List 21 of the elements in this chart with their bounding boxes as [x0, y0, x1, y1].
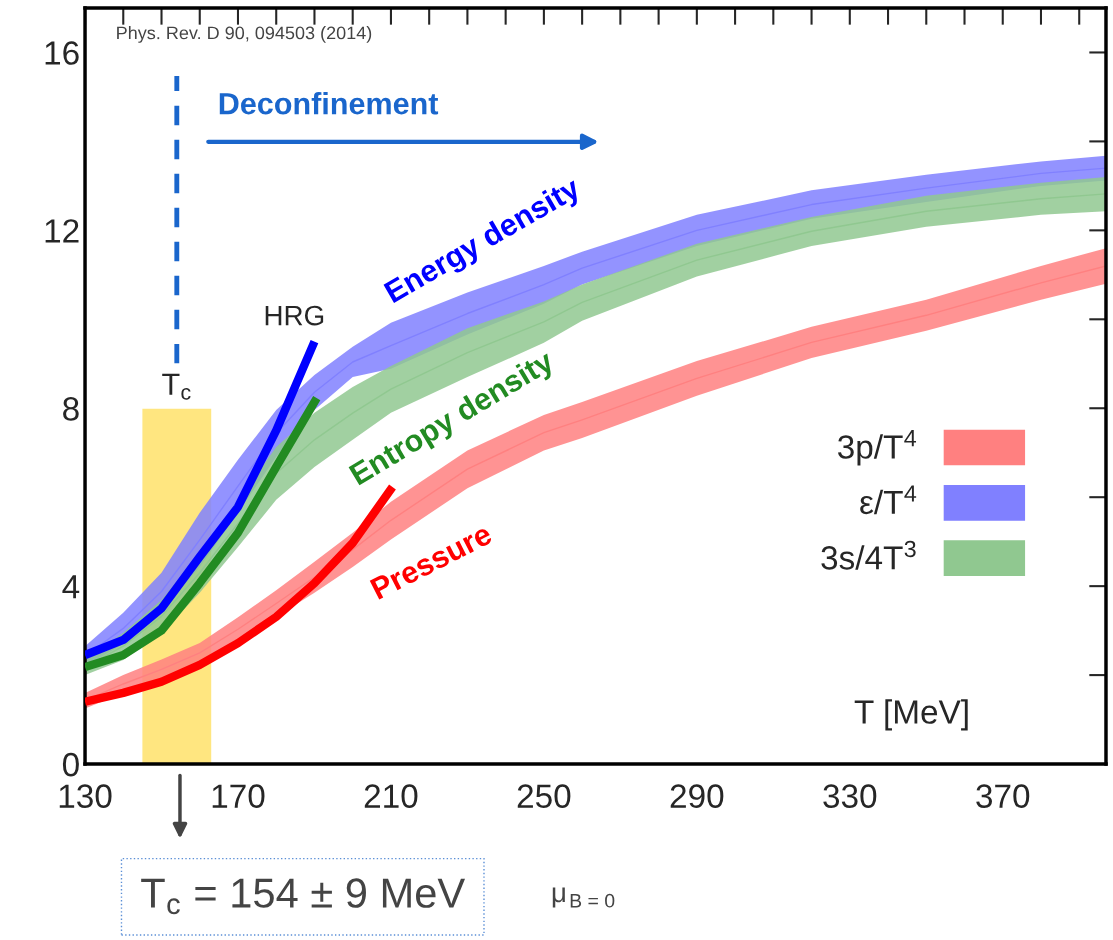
band-label: T$_{c}$: [162, 373, 191, 400]
x-tick-label: 130: [59, 784, 112, 808]
x-tick-label: 250: [517, 784, 571, 808]
y-tick-label: 0: [62, 752, 79, 777]
y-tick-label: 16: [45, 41, 79, 65]
x-tick-label: 330: [823, 784, 877, 808]
y-tick-label: 12: [45, 219, 79, 243]
annotation: HRG: [265, 305, 324, 326]
y-tick-label: 8: [63, 397, 79, 421]
text: T$_{c}$ = 154 ± 9 MeV: [141, 878, 466, 915]
x-tick-label: 170: [212, 784, 265, 808]
x-tick-label: 210: [364, 784, 418, 808]
x-tick-label: 370: [976, 784, 1030, 808]
x-tick-label: 290: [670, 784, 724, 808]
y-tick-label: 4: [62, 575, 80, 599]
legend-label: 3s/4T$^{3}$: [821, 540, 916, 570]
x-axis-title: T [MeV]: [854, 699, 968, 731]
legend-label: ε/T$^{4}$: [860, 485, 917, 515]
annotation: Phys. Rev. D 90, 094503 (2014): [117, 26, 372, 43]
annotation: Deconfinement: [219, 92, 439, 115]
legend-label: 3p/T$^{4}$: [837, 430, 917, 466]
